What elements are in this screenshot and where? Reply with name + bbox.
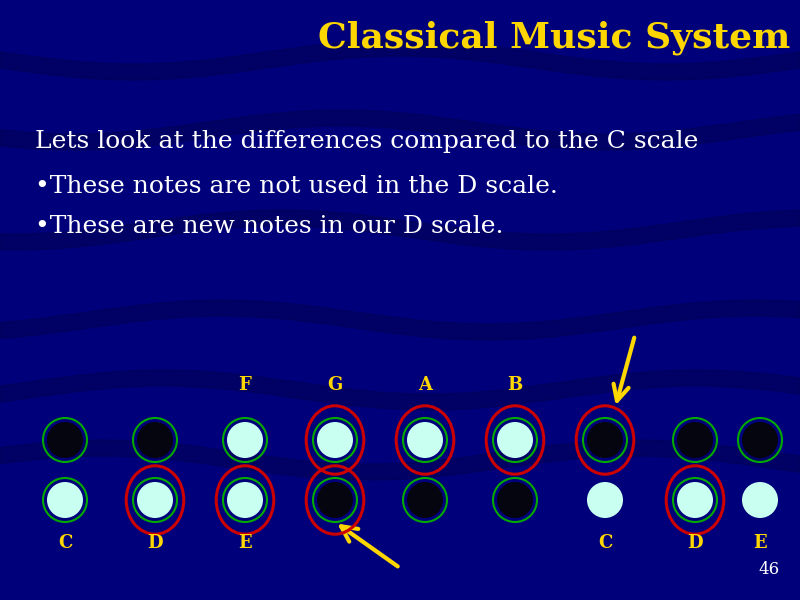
Circle shape	[407, 422, 443, 458]
Text: Classical Music System: Classical Music System	[318, 21, 790, 55]
Text: C: C	[598, 534, 612, 552]
Text: G: G	[327, 376, 342, 394]
Text: •These notes are not used in the D scale.: •These notes are not used in the D scale…	[35, 175, 558, 198]
Text: E: E	[238, 534, 252, 552]
Circle shape	[317, 422, 353, 458]
Circle shape	[137, 482, 173, 518]
Circle shape	[137, 422, 173, 458]
Text: D: D	[147, 534, 163, 552]
Circle shape	[677, 482, 713, 518]
Circle shape	[497, 482, 533, 518]
Text: Lets look at the differences compared to the C scale: Lets look at the differences compared to…	[35, 130, 698, 153]
Circle shape	[47, 422, 83, 458]
Circle shape	[742, 482, 778, 518]
Circle shape	[227, 422, 263, 458]
Circle shape	[742, 422, 778, 458]
Circle shape	[227, 482, 263, 518]
Text: •These are new notes in our D scale.: •These are new notes in our D scale.	[35, 215, 503, 238]
Text: F: F	[238, 376, 251, 394]
Circle shape	[587, 482, 623, 518]
Text: D: D	[687, 534, 703, 552]
Circle shape	[677, 422, 713, 458]
Text: 46: 46	[759, 561, 780, 578]
Text: A: A	[418, 376, 432, 394]
Circle shape	[497, 422, 533, 458]
Circle shape	[407, 482, 443, 518]
Circle shape	[587, 422, 623, 458]
Text: C: C	[58, 534, 72, 552]
Text: B: B	[507, 376, 522, 394]
Circle shape	[47, 482, 83, 518]
Text: E: E	[753, 534, 767, 552]
Circle shape	[317, 482, 353, 518]
